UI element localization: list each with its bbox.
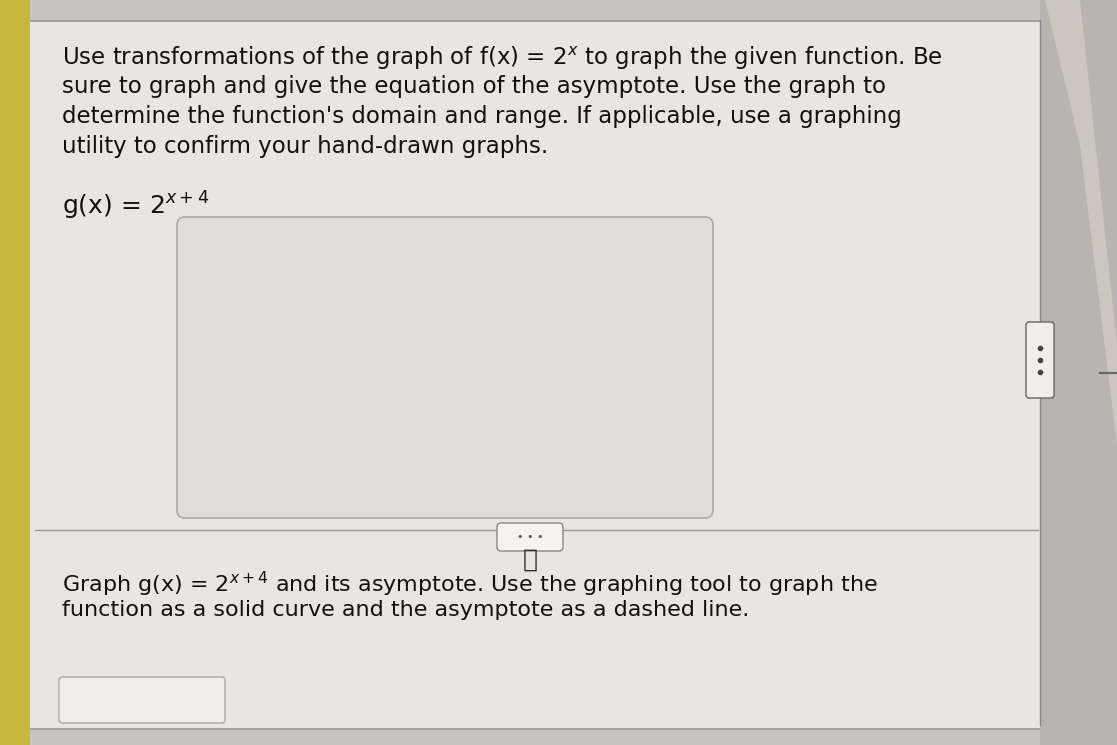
Text: Use transformations of the graph of f(x) = 2$^x$ to graph the given function. Be: Use transformations of the graph of f(x)… [63,45,943,72]
Text: determine the function's domain and range. If applicable, use a graphing: determine the function's domain and rang… [63,105,901,128]
Bar [0,0,30,745]
FancyBboxPatch shape [26,21,1044,729]
FancyBboxPatch shape [497,523,563,551]
Polygon shape [1046,0,1117,445]
Text: utility to confirm your hand-drawn graphs.: utility to confirm your hand-drawn graph… [63,135,548,158]
Text: • • •: • • • [517,532,543,542]
Text: ⌖: ⌖ [523,548,537,572]
Bar [1040,0,1117,745]
Text: sure to graph and give the equation of the asymptote. Use the graph to: sure to graph and give the equation of t… [63,75,886,98]
Text: Graph g(x) = 2$^{x+4}$ and its asymptote. Use the graphing tool to graph the: Graph g(x) = 2$^{x+4}$ and its asymptote… [63,570,878,599]
FancyBboxPatch shape [1027,322,1054,398]
Text: function as a solid curve and the asymptote as a dashed line.: function as a solid curve and the asympt… [63,600,750,620]
FancyBboxPatch shape [176,217,713,518]
Text: g(x) = 2$^{x+4}$: g(x) = 2$^{x+4}$ [63,190,209,222]
FancyBboxPatch shape [59,677,225,723]
